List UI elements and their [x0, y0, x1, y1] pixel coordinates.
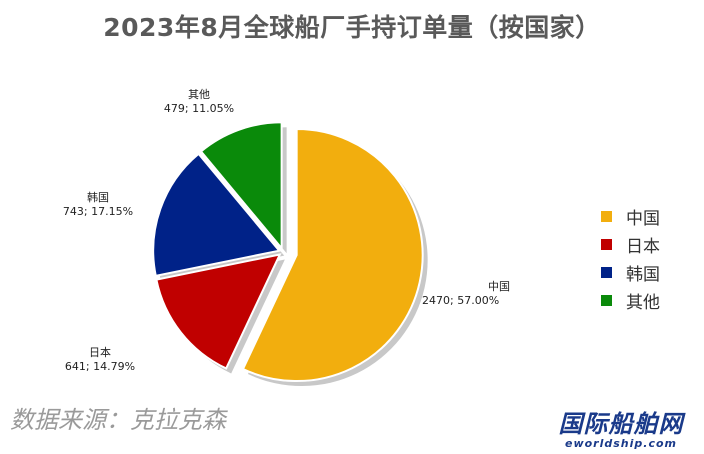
legend-item-japan: 日本	[601, 230, 701, 258]
pie-slice-korea	[152, 152, 282, 278]
legend-swatch-korea	[601, 266, 612, 278]
legend-item-korea: 韩国	[601, 258, 701, 286]
slice-label-name-china: 中国	[488, 280, 510, 293]
legend-swatch-china	[601, 210, 612, 222]
brand-url: eworldship.com	[565, 437, 677, 450]
slice-label-value-korea: 743; 17.15%	[63, 205, 133, 218]
legend-label-korea: 韩国	[626, 264, 660, 285]
legend-item-china: 中国	[601, 202, 701, 230]
slice-label-name-japan: 日本	[89, 345, 111, 359]
brand-logo: 国际船舶网	[558, 410, 684, 438]
slice-label-value-other: 479; 11.05%	[164, 102, 234, 115]
slice-label-value-japan: 641; 14.79%	[65, 360, 135, 373]
brand-watermark: 国际船舶网 eworldship.com	[546, 404, 696, 450]
pie-slice-japan	[155, 253, 282, 370]
legend-item-other: 其他	[601, 286, 701, 314]
pie-slice-other	[199, 121, 283, 252]
legend-swatch-japan	[601, 238, 612, 250]
legend-swatch-other	[601, 294, 612, 306]
legend-label-china: 中国	[626, 208, 660, 229]
chart-title: 2023年8月全球船厂手持订单量（按国家）	[103, 13, 601, 42]
slice-label-name-korea: 韩国	[87, 190, 109, 204]
pie-slice-china	[241, 128, 424, 383]
chart-legend: 中国 日本 韩国 其他	[601, 202, 701, 314]
slice-label-value-china: 2470; 57.00%	[422, 294, 499, 307]
legend-label-japan: 日本	[626, 236, 660, 257]
slice-label-name-other: 其他	[188, 88, 210, 101]
data-source-note: 数据来源：克拉克森	[10, 406, 226, 434]
legend-label-other: 其他	[626, 292, 660, 313]
